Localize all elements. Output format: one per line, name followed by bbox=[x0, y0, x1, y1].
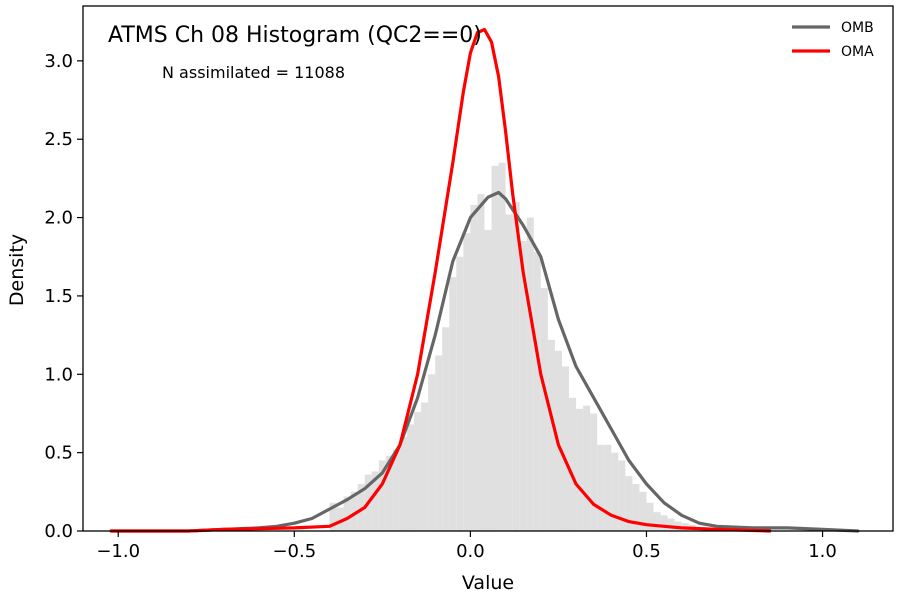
y-tick-label: 1.5 bbox=[44, 286, 73, 307]
histogram-bar bbox=[456, 256, 464, 531]
histogram-bar bbox=[611, 452, 619, 531]
series-line-oma bbox=[109, 27, 772, 533]
histogram-bar bbox=[477, 194, 485, 532]
axis-ticks: −1.0 −0.5 0.0 0.5 1.0 0.0 0.5 1.0 1.5 2.0 2.5 3.0 bbox=[44, 51, 837, 562]
histogram-bar bbox=[491, 165, 499, 531]
histogram-bar bbox=[533, 252, 541, 531]
y-tick-label: 3.0 bbox=[44, 51, 73, 72]
histogram-bar bbox=[484, 230, 492, 531]
histogram-bar bbox=[583, 405, 591, 531]
x-tick-label: −0.5 bbox=[272, 541, 316, 562]
histogram-bar bbox=[407, 424, 415, 531]
histogram-bar bbox=[470, 205, 478, 531]
histogram-bar bbox=[618, 460, 626, 531]
histogram-bar bbox=[449, 277, 457, 531]
histogram-bar bbox=[336, 507, 344, 531]
legend: OMB OMA bbox=[792, 20, 874, 60]
histogram-bar bbox=[646, 502, 654, 531]
chart-title: ATMS Ch 08 Histogram (QC2==0) bbox=[108, 23, 482, 48]
histogram-bar bbox=[660, 515, 668, 531]
histogram-bar bbox=[435, 355, 443, 531]
histogram-bar bbox=[526, 217, 534, 531]
histogram-bars bbox=[329, 162, 696, 532]
histogram-bar bbox=[639, 491, 647, 531]
histogram-bar bbox=[597, 444, 605, 531]
histogram-bar bbox=[667, 518, 675, 531]
histogram-bar bbox=[357, 483, 365, 531]
histogram-bar bbox=[547, 339, 555, 531]
histogram-bar bbox=[498, 162, 506, 531]
histogram-bar bbox=[519, 241, 527, 531]
histogram-bar bbox=[442, 327, 450, 531]
plot-frame bbox=[82, 5, 894, 532]
histogram-bar bbox=[632, 483, 640, 531]
density-curves bbox=[109, 27, 860, 533]
histogram-bar bbox=[625, 476, 633, 531]
histogram-bar bbox=[343, 496, 351, 531]
legend-label-oma: OMA bbox=[841, 44, 874, 60]
histogram-bar bbox=[385, 455, 393, 531]
histogram-bar bbox=[414, 411, 422, 531]
histogram-bar bbox=[561, 366, 569, 531]
histogram-bar bbox=[463, 233, 471, 531]
x-tick-label: 1.0 bbox=[808, 541, 837, 562]
histogram-bar bbox=[350, 491, 358, 531]
histogram-bar bbox=[576, 408, 584, 531]
x-tick-label: 0.5 bbox=[632, 541, 661, 562]
series-line-omb bbox=[109, 190, 860, 533]
histogram-bar bbox=[421, 402, 429, 531]
histogram-bar bbox=[428, 374, 436, 531]
histogram-bar bbox=[329, 502, 337, 531]
x-tick-label: 0.0 bbox=[456, 541, 485, 562]
histogram-bar bbox=[505, 214, 513, 531]
y-axis-label: Density bbox=[6, 234, 28, 306]
histogram-bar bbox=[378, 460, 386, 531]
histogram-bar bbox=[540, 288, 548, 531]
histogram-bar bbox=[399, 436, 407, 531]
histogram-bar bbox=[392, 449, 400, 531]
y-tick-label: 0.0 bbox=[44, 521, 73, 542]
legend-label-omb: OMB bbox=[841, 20, 874, 36]
y-tick-label: 2.5 bbox=[44, 129, 73, 150]
y-tick-label: 1.0 bbox=[44, 364, 73, 385]
y-tick-label: 0.5 bbox=[44, 443, 73, 464]
histogram-bar bbox=[512, 201, 520, 532]
y-tick-label: 2.0 bbox=[44, 208, 73, 229]
annotation-n-assimilated: N assimilated = 11088 bbox=[162, 63, 345, 82]
histogram-bar bbox=[590, 413, 598, 531]
x-axis-label: Value bbox=[462, 572, 514, 594]
histogram-bar bbox=[371, 471, 379, 531]
histogram-bar bbox=[653, 512, 661, 531]
histogram-bar bbox=[604, 444, 612, 531]
x-tick-label: −1.0 bbox=[96, 541, 140, 562]
histogram-bar bbox=[569, 397, 577, 531]
